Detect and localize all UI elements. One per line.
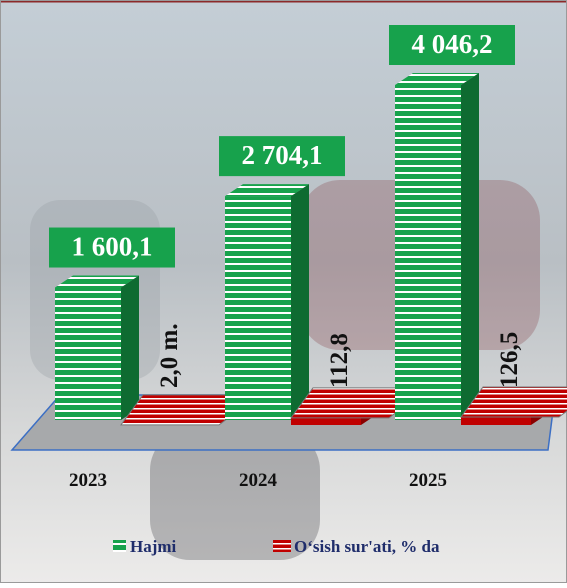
value-label: 2 704,1: [219, 136, 345, 176]
x-tick-label: 2024: [239, 470, 278, 491]
bar-side: [461, 73, 479, 420]
value-label-rotated: 2,0 m.: [156, 323, 183, 388]
bar-side: [291, 184, 309, 420]
value-label-text: 1 600,1: [72, 232, 153, 262]
legend-label: Hajmi: [130, 537, 177, 556]
bar-side: [121, 276, 139, 420]
x-tick-label: 2023: [69, 470, 107, 491]
value-label-text: 4 046,2: [412, 29, 493, 59]
legend-swatch: [273, 540, 291, 552]
value-label-rotated: 126,5: [496, 332, 523, 388]
legend-label: O‘sish sur'ati, % da: [294, 537, 440, 556]
value-label-rotated: 112,8: [326, 333, 353, 388]
bar: [225, 196, 291, 420]
value-label-text: 2 704,1: [242, 140, 323, 170]
bar: [55, 288, 121, 420]
value-label: 4 046,2: [389, 25, 515, 65]
chart: 1 600,1 2,0 m. 2023 2 704,1 112,8 2024 4 046,2…: [0, 0, 567, 583]
legend-swatch: [113, 540, 126, 552]
x-tick-label: 2025: [409, 470, 447, 491]
bar: [291, 418, 361, 425]
value-label: 1 600,1: [49, 228, 175, 268]
bar: [395, 85, 461, 420]
bar: [461, 417, 531, 425]
